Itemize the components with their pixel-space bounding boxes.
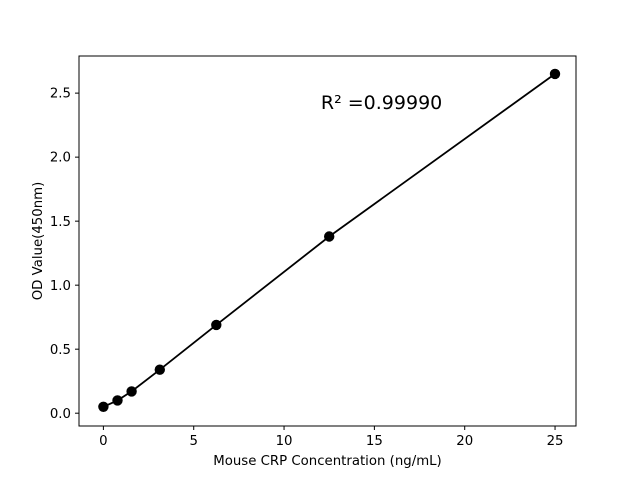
- x-axis-label: Mouse CRP Concentration (ng/mL): [213, 454, 442, 469]
- x-tick-label: 15: [366, 434, 383, 449]
- plot-area-border: [78, 55, 577, 427]
- x-tick-label: 10: [276, 434, 293, 449]
- x-tick-label: 0: [99, 434, 107, 449]
- data-point: [112, 395, 123, 406]
- y-axis-ticks: 0.0 0.5 1.0 1.5 2.0 2.5: [50, 87, 79, 422]
- x-tick-label: 25: [547, 434, 564, 449]
- data-point: [549, 68, 561, 80]
- y-tick-label: 2.0: [50, 151, 71, 166]
- data-point: [211, 319, 222, 331]
- y-tick-label: 1.0: [50, 279, 71, 294]
- y-tick-label: 2.5: [50, 87, 71, 102]
- y-tick-label: 1.5: [50, 215, 71, 230]
- data-point: [154, 364, 165, 375]
- y-tick-label: 0.5: [50, 343, 71, 358]
- y-tick-label: 0.0: [50, 407, 71, 422]
- y-axis-label: OD Value(450nm): [31, 182, 46, 301]
- r-squared-annotation: R² =0.99990: [321, 92, 442, 114]
- data-point: [324, 231, 335, 242]
- x-axis-ticks: 0 5 10 15 20 25: [99, 426, 564, 449]
- data-point: [126, 386, 137, 397]
- x-tick-label: 5: [189, 434, 197, 449]
- data-point: [98, 401, 109, 412]
- data-points: [98, 68, 561, 412]
- x-tick-label: 20: [456, 434, 473, 449]
